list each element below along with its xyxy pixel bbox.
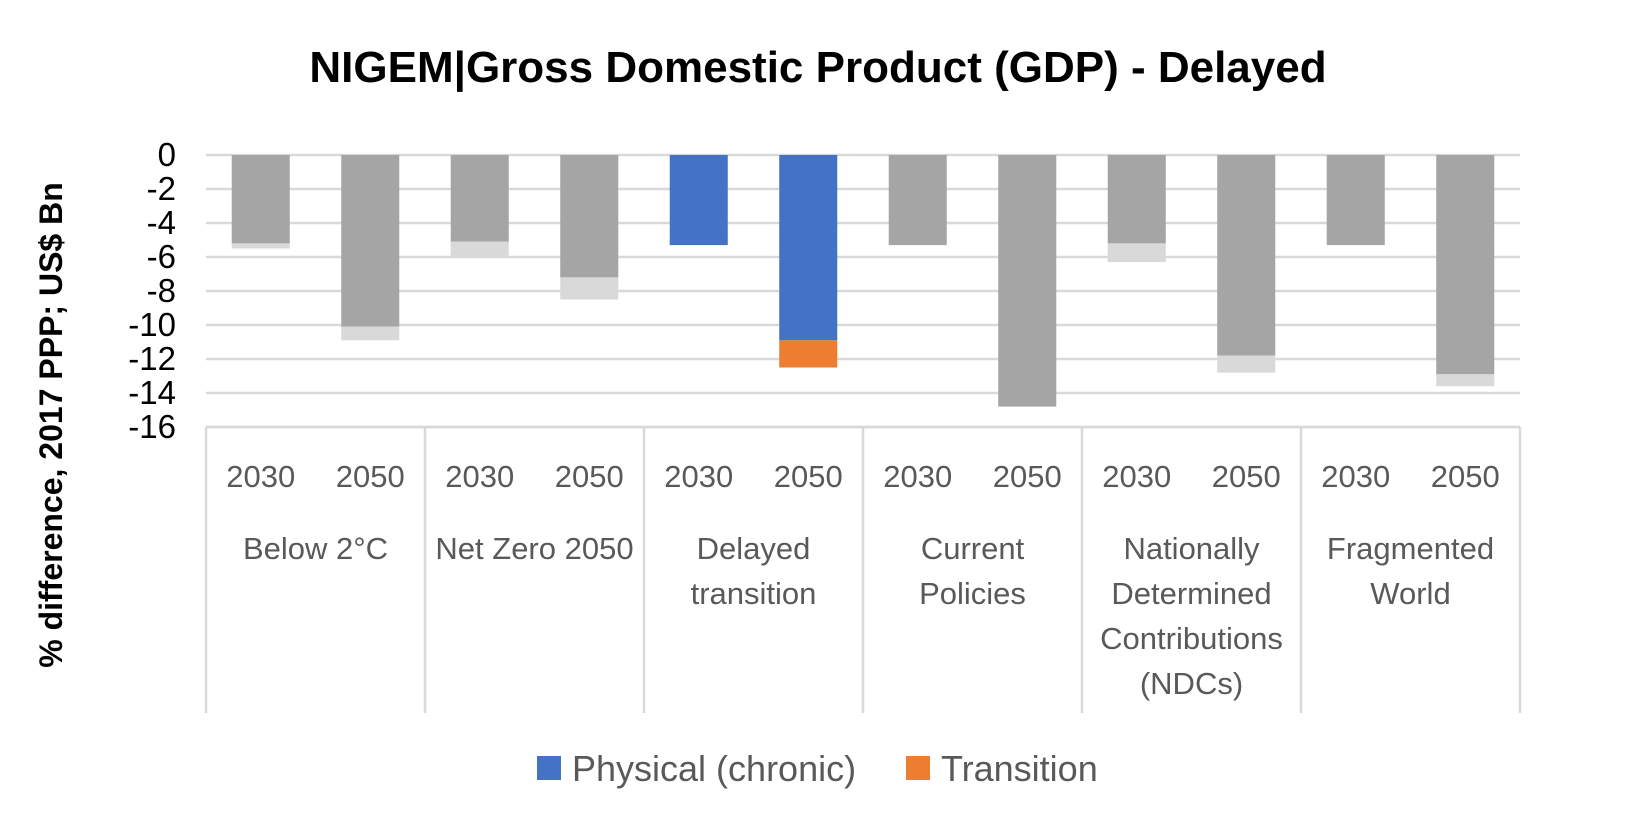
bar-physical: [560, 155, 619, 278]
bar-transition: [1107, 243, 1166, 263]
x-tick-label: 2030: [1321, 459, 1390, 494]
bar-transition: [450, 241, 509, 257]
y-axis-label: % difference, 2017 PPP; US$ Bn: [33, 182, 69, 668]
x-tick-label: 2050: [1431, 459, 1500, 494]
bar-physical: [1217, 155, 1276, 356]
group-label: Fragmented: [1327, 531, 1494, 566]
legend-swatch: [906, 756, 930, 780]
group-label: Below 2°C: [243, 531, 388, 566]
y-tick-label: -2: [147, 170, 176, 207]
legend: Physical (chronic) Transition: [537, 748, 1098, 789]
x-tick-label: 2050: [1212, 459, 1281, 494]
x-tick-label: 2050: [774, 459, 843, 494]
bar-transition: [341, 326, 400, 341]
x-tick-label: 2050: [555, 459, 624, 494]
x-tick-label: 2030: [1102, 459, 1171, 494]
legend-label: Physical (chronic): [572, 748, 856, 789]
group-label: transition: [691, 576, 817, 611]
bar-physical: [998, 155, 1057, 407]
bar-physical: [341, 155, 400, 327]
bar-transition: [1217, 355, 1276, 373]
group-label: Current: [921, 531, 1025, 566]
x-tick-label: 2030: [883, 459, 952, 494]
x-axis: 2030 2050 2030 2050 2030 2050 2030 2050 2030 2050…: [204, 425, 1522, 713]
group-label: Nationally: [1123, 531, 1260, 566]
group-label: (NDCs): [1140, 666, 1243, 701]
x-tick-label: 2030: [664, 459, 733, 494]
bar-physical: [231, 155, 290, 244]
x-tick-label: 2050: [336, 459, 405, 494]
group-label: Contributions: [1100, 621, 1283, 656]
legend-label: Transition: [941, 748, 1098, 789]
y-tick-label: -10: [128, 306, 176, 343]
group-label: Determined: [1111, 576, 1271, 611]
bar-physical: [1326, 155, 1385, 246]
bar-physical: [888, 155, 947, 246]
group-label: World: [1370, 576, 1450, 611]
y-tick-label: 0: [158, 136, 176, 173]
group-label: Policies: [919, 576, 1026, 611]
x-tick-label: 2050: [993, 459, 1062, 494]
bar-transition: [779, 340, 838, 368]
bar-physical: [1107, 155, 1166, 244]
chart-title: NIGEM|Gross Domestic Product (GDP) - Del…: [309, 43, 1326, 93]
bar-transition: [231, 243, 290, 249]
bar-transition: [560, 277, 619, 300]
y-tick-label: -8: [147, 272, 176, 309]
bars: [231, 155, 1495, 407]
group-label: Delayed: [697, 531, 811, 566]
y-tick-label: -4: [147, 204, 176, 241]
y-tick-label: -12: [128, 340, 176, 377]
y-tick-label: -14: [128, 374, 176, 411]
y-axis-ticks: 0-2-4-6-8-10-12-14-16: [128, 136, 176, 445]
bar-transition: [1436, 374, 1495, 387]
bar-physical: [669, 155, 728, 246]
x-tick-label: 2030: [226, 459, 295, 494]
y-tick-label: -6: [147, 238, 176, 275]
gridlines: [206, 153, 1520, 429]
bar-physical: [450, 155, 509, 242]
legend-swatch: [537, 756, 561, 780]
bar-physical: [1436, 155, 1495, 375]
group-label: Net Zero 2050: [435, 531, 633, 566]
x-tick-label: 2030: [445, 459, 514, 494]
y-tick-label: -16: [128, 408, 176, 445]
bar-physical: [779, 155, 838, 341]
